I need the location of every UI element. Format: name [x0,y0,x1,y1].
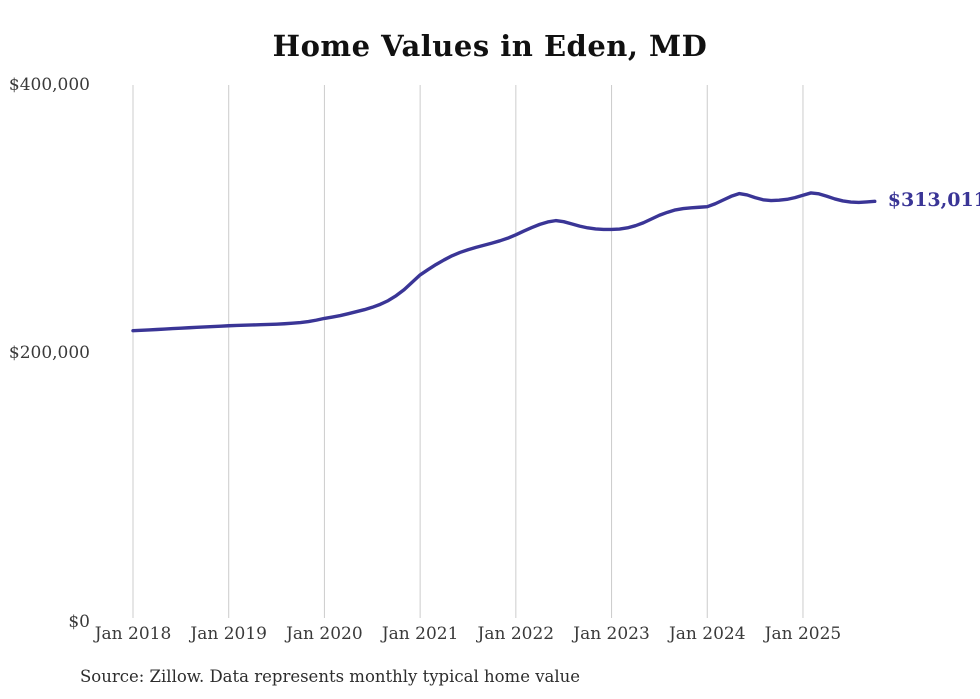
latest-value-label: $313,011 [887,189,980,212]
y-axis-label: $0 [68,612,90,632]
x-axis-label: Jan 2021 [381,624,459,644]
x-axis-label: Jan 2018 [94,624,172,644]
x-axis-label: Jan 2019 [190,624,267,644]
x-axis-label: Jan 2020 [286,624,363,644]
source-note: Source: Zillow. Data represents monthly … [80,667,581,686]
x-axis-label: Jan 2023 [573,624,650,644]
home-value-line [131,191,877,333]
chart-title: Home Values in Eden, MD [272,29,708,63]
x-axis-label: Jan 2025 [764,624,842,644]
x-axis-label: Jan 2024 [668,624,746,644]
y-axis-label: $400,000 [8,75,90,95]
y-axis-label: $200,000 [8,342,90,363]
vertical-gridlines [132,85,804,618]
x-axis-label: Jan 2022 [477,624,555,644]
